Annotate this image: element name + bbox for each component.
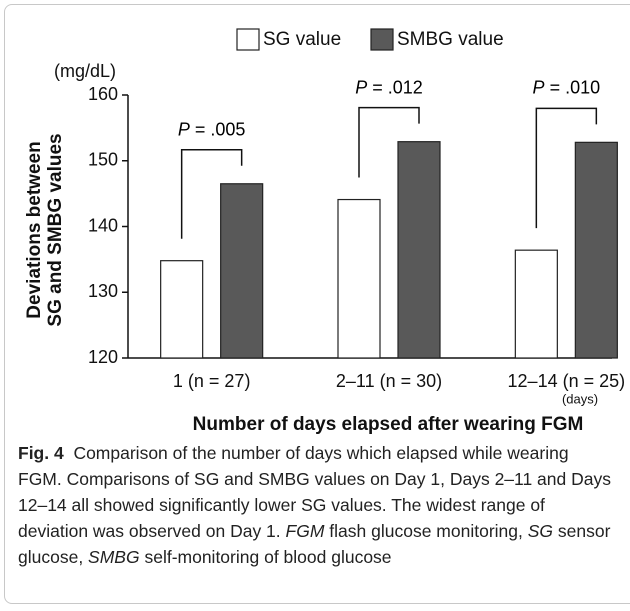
legend-label: SG value bbox=[263, 29, 341, 50]
caption-text: sensor glucose, bbox=[18, 521, 611, 567]
chart: (mg/dL) Deviations between SG and SMBG v… bbox=[24, 28, 626, 435]
x-tick-label: 1 (n = 27) bbox=[173, 371, 251, 391]
x-tick-label: 12–14 (n = 25) bbox=[508, 371, 626, 391]
bar bbox=[574, 141, 618, 359]
frame bbox=[4, 4, 630, 604]
y-tick-label: 160 bbox=[88, 84, 118, 104]
y-axis-title: Deviations between bbox=[24, 141, 45, 318]
bar bbox=[220, 183, 264, 359]
legend-swatch bbox=[236, 28, 260, 51]
caption-text: self-monitoring of blood glucose bbox=[139, 547, 392, 567]
caption-text: flash glucose monitoring, bbox=[324, 521, 528, 541]
caption-text: FGM bbox=[285, 521, 325, 541]
significance-bracket bbox=[358, 106, 420, 178]
caption-text: SMBG bbox=[88, 547, 140, 567]
x-unit: (days) bbox=[562, 391, 598, 406]
p-value: P = .010 bbox=[532, 77, 601, 98]
x-tick-label: 2–11 (n = 30) bbox=[336, 371, 442, 391]
significance-bracket bbox=[180, 149, 243, 239]
y-axis-title: SG and SMBG values bbox=[45, 133, 66, 326]
p-value: P = .012 bbox=[355, 77, 423, 98]
y-tick-label: 150 bbox=[88, 150, 118, 170]
bar bbox=[514, 249, 558, 359]
legend-label: SMBG value bbox=[397, 29, 504, 50]
bar bbox=[337, 198, 381, 359]
figure-label: Fig. 4 bbox=[18, 443, 64, 463]
y-tick-label: 120 bbox=[88, 347, 118, 367]
y-tick-label: 140 bbox=[88, 215, 118, 235]
p-value: P = .005 bbox=[177, 119, 246, 140]
x-axis-title: Number of days elapsed after wearing FGM bbox=[193, 414, 584, 435]
y-unit: (mg/dL) bbox=[54, 61, 116, 81]
caption-text: Comparison of the number of days which e… bbox=[18, 443, 611, 541]
bar bbox=[160, 260, 204, 359]
caption-text: SG bbox=[527, 521, 554, 541]
y-tick-label: 130 bbox=[88, 281, 118, 301]
caption: Fig. 4 Comparison of the number of days … bbox=[18, 440, 614, 570]
legend-swatch bbox=[370, 28, 394, 51]
bar bbox=[397, 141, 441, 359]
significance-bracket bbox=[535, 107, 598, 229]
